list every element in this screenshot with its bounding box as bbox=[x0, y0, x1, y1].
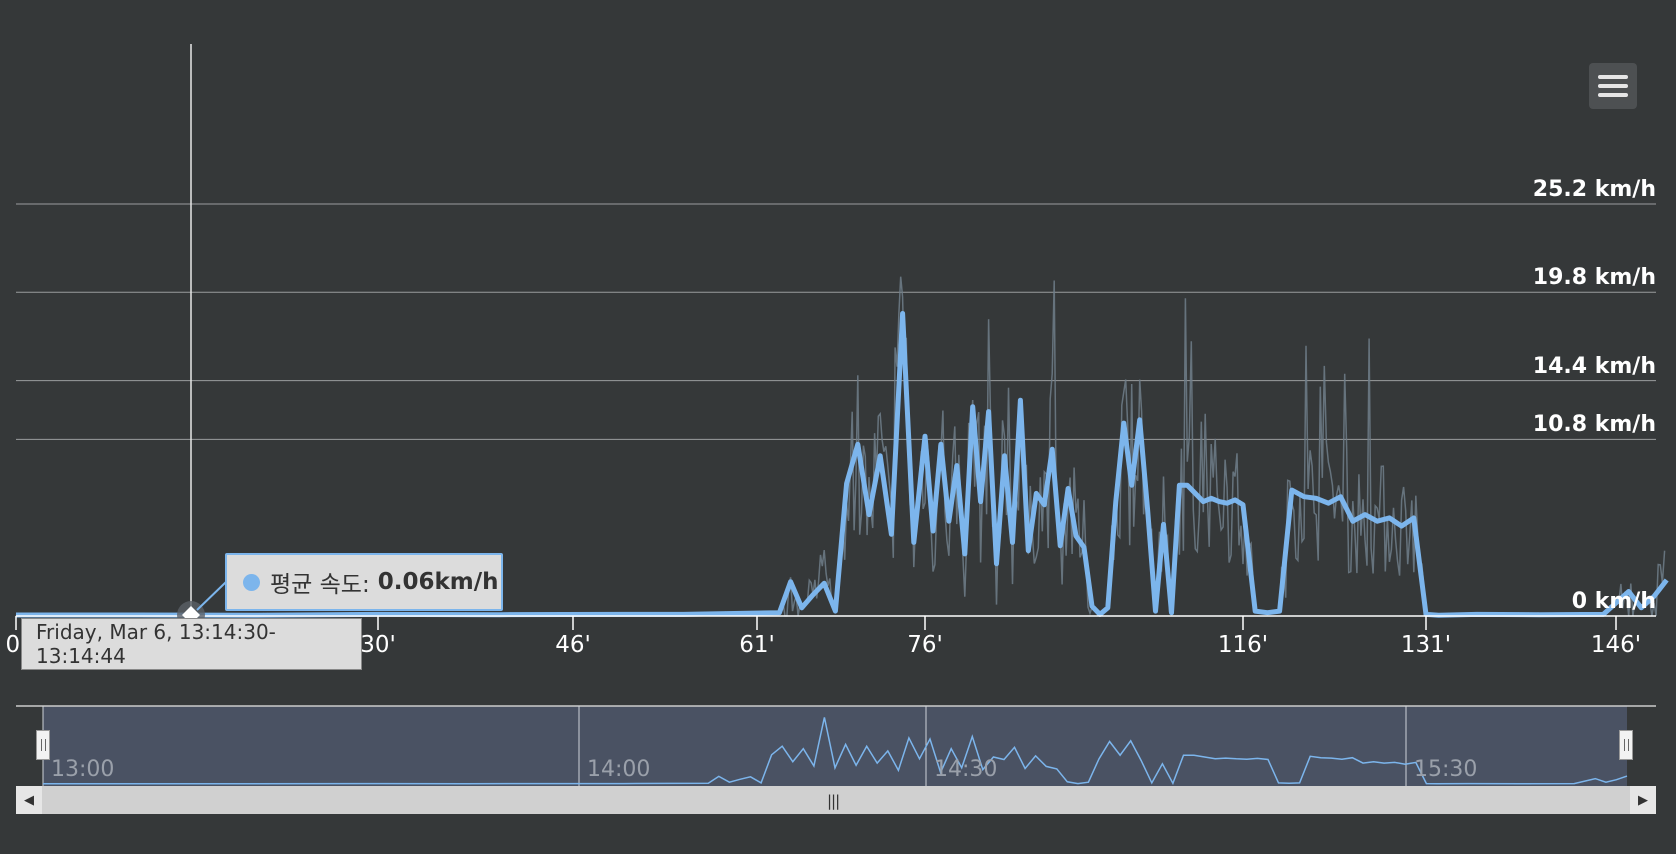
tooltip-time-text: Friday, Mar 6, 13:14:30-13:14:44 bbox=[36, 620, 276, 668]
y-grid-lines bbox=[16, 203, 1656, 440]
x-tick-label: 30' bbox=[360, 632, 396, 658]
scrollbar-grip-icon[interactable]: ||| bbox=[827, 792, 840, 810]
scroll-left-button[interactable]: ◀ bbox=[16, 786, 42, 814]
navigator-tick-label: 13:00 bbox=[51, 757, 115, 782]
navigator-tick-label: 14:00 bbox=[587, 757, 651, 782]
navigator-left-handle[interactable] bbox=[36, 730, 50, 760]
scrollbar-track[interactable] bbox=[16, 786, 1656, 814]
x-tick-label: 116' bbox=[1217, 632, 1269, 658]
navigator-series bbox=[43, 717, 1628, 786]
tooltip-time: Friday, Mar 6, 13:14:30-13:14:44 bbox=[21, 618, 362, 670]
y-tick-label: 14.4 km/h bbox=[1532, 353, 1656, 379]
series-color-dot bbox=[243, 573, 260, 591]
navigator-selected-range bbox=[43, 706, 1627, 786]
y-tick-label: 10.8 km/h bbox=[1532, 412, 1656, 438]
x-tick-label: 146' bbox=[1590, 632, 1642, 658]
x-tick-marks bbox=[15, 616, 1617, 630]
navigator-tick-label: 15:30 bbox=[1414, 757, 1478, 782]
tooltip: 평균 속도: 0.06km/h bbox=[225, 553, 503, 611]
x-tick-label: 46' bbox=[555, 632, 591, 658]
tooltip-value: 0.06km/h bbox=[377, 569, 499, 595]
hamburger-menu-icon bbox=[1598, 75, 1628, 79]
avg-speed-series bbox=[16, 311, 1669, 618]
chart-menu-button[interactable] bbox=[1589, 63, 1637, 109]
navigator-right-handle[interactable] bbox=[1619, 730, 1633, 760]
scroll-right-button[interactable]: ▶ bbox=[1630, 786, 1656, 814]
navigator-tick-label: 14:30 bbox=[934, 757, 998, 782]
y-tick-label: 25.2 km/h bbox=[1532, 177, 1656, 202]
y-tick-label: 0 km/h bbox=[1571, 589, 1656, 614]
navigator-grid bbox=[42, 706, 1407, 786]
x-tick-label: 61' bbox=[739, 632, 775, 658]
tooltip-series-label: 평균 속도: bbox=[270, 572, 370, 598]
x-tick-label: 76' bbox=[907, 632, 943, 658]
y-tick-label: 19.8 km/h bbox=[1532, 265, 1656, 291]
tooltip-connector bbox=[196, 581, 227, 611]
x-tick-label: 131' bbox=[1400, 632, 1452, 658]
